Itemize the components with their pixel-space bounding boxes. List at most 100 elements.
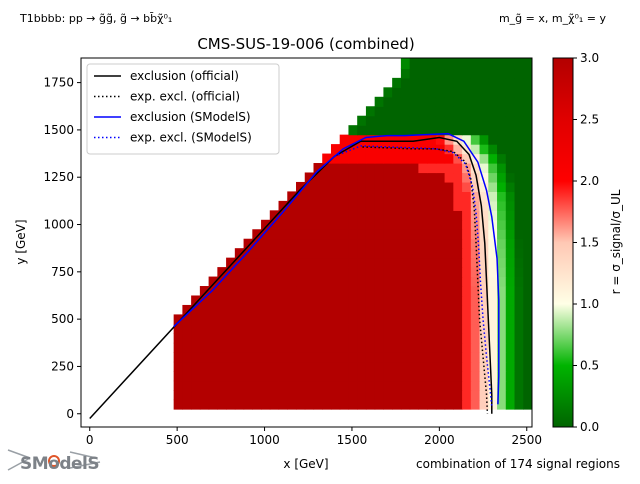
heatmap-cell	[409, 153, 419, 164]
heatmap-cell	[217, 295, 227, 306]
heatmap-cell	[313, 380, 323, 391]
heatmap-cell	[278, 333, 288, 344]
heatmap-cell	[374, 144, 385, 155]
heatmap-cell	[365, 163, 376, 174]
heatmap-cell	[418, 96, 428, 107]
heatmap-cell	[435, 200, 446, 211]
heatmap-cell	[330, 361, 341, 372]
heatmap-cell	[514, 286, 524, 297]
heatmap-cell	[269, 229, 280, 240]
heatmap-cell	[462, 125, 472, 136]
heatmap-cell	[409, 144, 419, 155]
heatmap-cell	[418, 304, 428, 316]
process-label: T1bbbb: pp → g̃g̃, g̃ → bb̄χ̃⁰₁	[19, 12, 172, 25]
heatmap-cell	[497, 314, 507, 325]
heatmap-cell	[252, 352, 262, 363]
heatmap-cell	[427, 219, 437, 230]
heatmap-cell	[217, 333, 227, 344]
heatmap-cell	[392, 115, 402, 126]
heatmap-cell	[383, 276, 393, 287]
heatmap-cell	[453, 191, 463, 202]
heatmap-cell	[497, 295, 507, 306]
heatmap-cell	[392, 248, 402, 259]
heatmap-cell	[479, 276, 489, 287]
heatmap-cell	[488, 106, 498, 117]
heatmap-cell	[278, 257, 288, 268]
heatmap-cell	[409, 87, 419, 98]
heatmap-cell	[304, 390, 315, 401]
x-axis: 0 500 1000 1500 2000 2500	[86, 427, 542, 447]
heatmap-cell	[392, 352, 402, 363]
heatmap-cell	[357, 210, 367, 221]
heatmap-cell	[444, 219, 454, 230]
heatmap-cell	[470, 238, 481, 249]
contour-line-2	[173, 132, 500, 405]
heatmap-cell	[435, 229, 446, 240]
heatmap-cell	[322, 163, 332, 174]
heatmap-cell	[514, 304, 524, 316]
contour-layer	[89, 132, 500, 419]
heatmap-cell	[304, 314, 315, 325]
heatmap-cell	[479, 314, 489, 325]
heatmap-cell	[523, 276, 532, 287]
heatmap-cell	[392, 304, 402, 316]
heatmap-cell	[453, 163, 463, 174]
heatmap-cell	[287, 390, 297, 401]
heatmap-cell	[479, 58, 489, 60]
heatmap-cell	[313, 361, 323, 372]
heatmap-cell	[444, 257, 454, 268]
heatmap-cell	[348, 125, 358, 136]
heatmap-cell	[453, 323, 463, 334]
heatmap-cell	[470, 96, 481, 107]
heatmap-cell	[313, 200, 323, 211]
heatmap-cell	[392, 219, 402, 230]
heatmap-cell	[418, 248, 428, 259]
heatmap-cell	[435, 163, 446, 174]
heatmap-cell	[261, 380, 271, 391]
heatmap-cell	[304, 229, 315, 240]
heatmap-cell	[357, 248, 367, 259]
heatmap-cell	[514, 144, 524, 155]
heatmap-cell	[462, 399, 472, 410]
heatmap-cell	[374, 191, 385, 202]
heatmap-cell	[339, 314, 350, 325]
heatmap-cell	[261, 323, 271, 334]
heatmap-cell	[435, 304, 446, 316]
heatmap-cell	[330, 238, 341, 249]
heatmap-cell	[287, 295, 297, 306]
heatmap-cell	[514, 276, 524, 287]
heatmap-cell	[435, 295, 446, 306]
heatmap-cell	[339, 210, 350, 221]
heatmap-cell	[304, 248, 315, 259]
heatmap-cell	[365, 106, 376, 117]
heatmap-cell	[226, 352, 236, 363]
heatmap-cell	[191, 399, 201, 410]
logo-feynman-lines	[7, 449, 101, 471]
heatmap-cell	[199, 380, 210, 391]
heatmap-cell	[365, 144, 376, 155]
heatmap-cell	[400, 238, 411, 249]
heatmap-cell	[409, 200, 419, 211]
heatmap-cell	[409, 210, 419, 221]
heatmap-cell	[278, 399, 288, 410]
heatmap-cell	[488, 87, 498, 98]
heatmap-cell	[339, 286, 350, 297]
heatmap-cell	[470, 352, 481, 363]
heatmap-cell	[462, 361, 472, 372]
heatmap-cell	[444, 267, 454, 278]
heatmap-cell	[514, 58, 524, 60]
heatmap-cell	[392, 229, 402, 240]
heatmap-cell	[226, 371, 236, 382]
heatmap-cell	[523, 106, 532, 117]
heatmap-cell	[497, 77, 507, 88]
heatmap-cell	[392, 380, 402, 391]
heatmap-cell	[479, 380, 489, 391]
heatmap-cell	[313, 371, 323, 382]
heatmap-cell	[208, 323, 218, 334]
heatmap-cell	[462, 181, 472, 193]
heatmap-cell	[523, 323, 532, 334]
heatmap-cell	[243, 267, 253, 278]
heatmap-cell	[514, 96, 524, 107]
heatmap-cell	[234, 361, 245, 372]
heatmap-cell	[523, 172, 532, 183]
